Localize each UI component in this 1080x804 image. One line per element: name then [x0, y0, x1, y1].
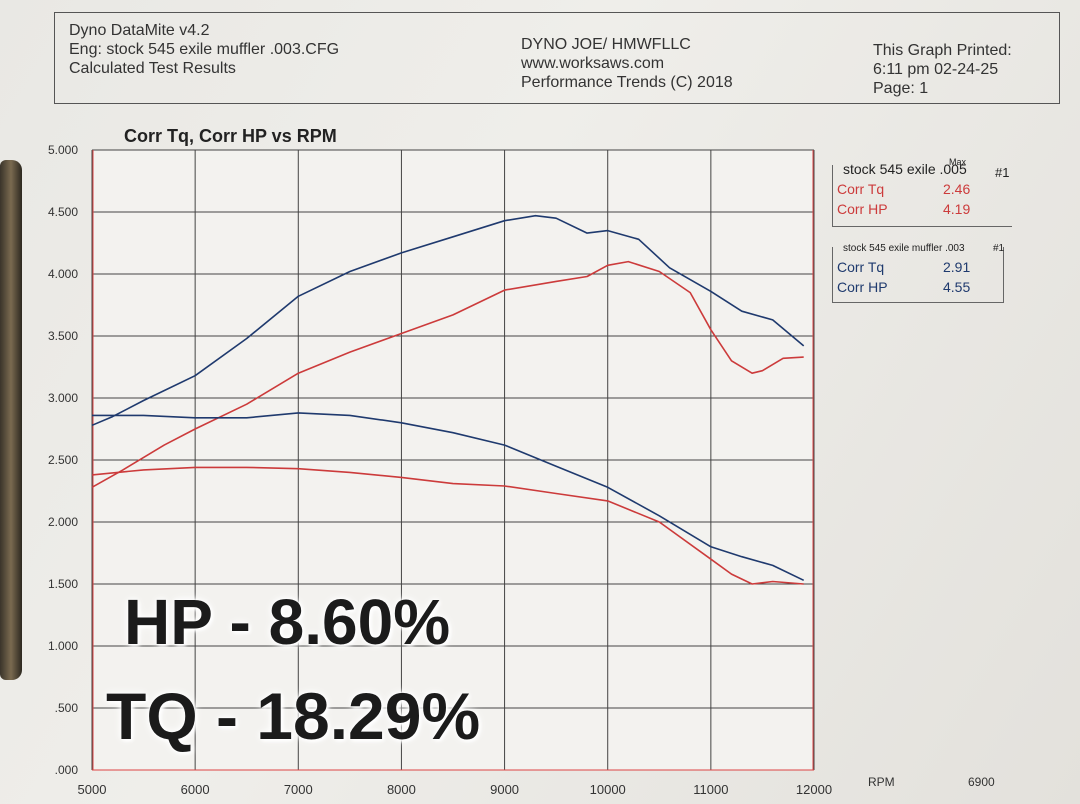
x-tick-label: 8000 [387, 782, 416, 797]
x-extra-label: 6900 [968, 775, 995, 789]
legend-label: Corr Tq [837, 181, 885, 197]
x-tick-label: 6000 [181, 782, 210, 797]
x-tick-label: 5000 [78, 782, 107, 797]
x-tick-label: 10000 [590, 782, 626, 797]
legend-label: Corr HP [837, 279, 888, 295]
y-tick-label: 1.000 [48, 639, 78, 653]
series-line-corr-tq [91, 466, 804, 585]
chart-title: Corr Tq, Corr HP vs RPM [124, 126, 337, 146]
report-header: Dyno DataMite v4.2 Eng: stock 545 exile … [54, 12, 1060, 104]
y-tick-label: .000 [55, 763, 79, 777]
y-tick-label: 2.000 [48, 515, 78, 529]
legend-value: 4.55 [943, 279, 971, 295]
y-tick-label: 2.500 [48, 453, 78, 467]
printed-label: This Graph Printed: [873, 42, 1012, 59]
legend-run-name: stock 545 exile .005 [843, 161, 967, 177]
x-tick-label: 12000 [796, 782, 832, 797]
series-line-corr-tq [92, 412, 805, 582]
operator-name: DYNO JOE/ HMWFLLC [521, 36, 691, 53]
y-tick-label: 4.500 [48, 205, 78, 219]
header-center: DYNO JOE/ HMWFLLC www.worksaws.com Perfo… [521, 35, 733, 92]
y-tick-label: 1.500 [48, 577, 78, 591]
series-line-corr-hp [91, 260, 804, 488]
x-tick-label: 7000 [284, 782, 313, 797]
legend-run-number: #1 [993, 243, 1005, 254]
x-axis-label: RPM [868, 775, 895, 789]
legend-value: 2.46 [943, 181, 971, 197]
header-right: This Graph Printed: 6:11 pm 02-24-25 Pag… [873, 41, 1012, 98]
legend-run-name: stock 545 exile muffler .003 [843, 243, 965, 254]
y-tick-label: 5.000 [48, 143, 78, 157]
grid [91, 149, 815, 771]
legend-value: 4.19 [943, 201, 971, 217]
header-left: Dyno DataMite v4.2 Eng: stock 545 exile … [69, 21, 339, 78]
legend-label: Corr HP [837, 201, 888, 217]
y-tick-label: 3.000 [48, 391, 78, 405]
y-tick-labels: .000 .500 1.000 1.500 2.000 2.500 3.000 3.500 4.… [48, 143, 78, 777]
printed-time: 6:11 pm 02-24-25 [873, 61, 999, 78]
legend-label: Corr Tq [837, 259, 885, 275]
legend-max-label: Max [949, 157, 967, 167]
engine-config: Eng: stock 545 exile muffler .003.CFG [69, 41, 340, 58]
software-name: Dyno DataMite v4.2 [69, 22, 210, 39]
x-tick-labels: 5000 6000 7000 8000 9000 10000 11000 12000 [78, 782, 833, 797]
page-number: Page: 1 [873, 80, 929, 97]
legend-run-005: stock 545 exile .005 Max #1 Corr Tq 2.46… [832, 157, 1012, 227]
y-tick-label: 4.000 [48, 267, 78, 281]
website: www.worksaws.com [521, 55, 665, 72]
copyright: Performance Trends (C) 2018 [521, 74, 733, 91]
series-lines [91, 214, 805, 585]
tq-gain-overlay: TQ - 18.29% [106, 679, 481, 753]
x-tick-label: 9000 [490, 782, 519, 797]
legend-value: 2.91 [943, 259, 971, 275]
legend-run-number: #1 [995, 165, 1010, 180]
results-label: Calculated Test Results [69, 60, 236, 77]
series-line-corr-hp [91, 214, 805, 427]
hp-gain-overlay: HP - 8.60% [124, 586, 451, 658]
x-tick-label: 11000 [693, 782, 728, 797]
y-tick-label: 3.500 [48, 329, 78, 343]
y-tick-label: .500 [55, 701, 79, 715]
legend-run-003: stock 545 exile muffler .003 #1 Corr Tq … [832, 243, 1004, 303]
tool-handle [0, 160, 22, 680]
